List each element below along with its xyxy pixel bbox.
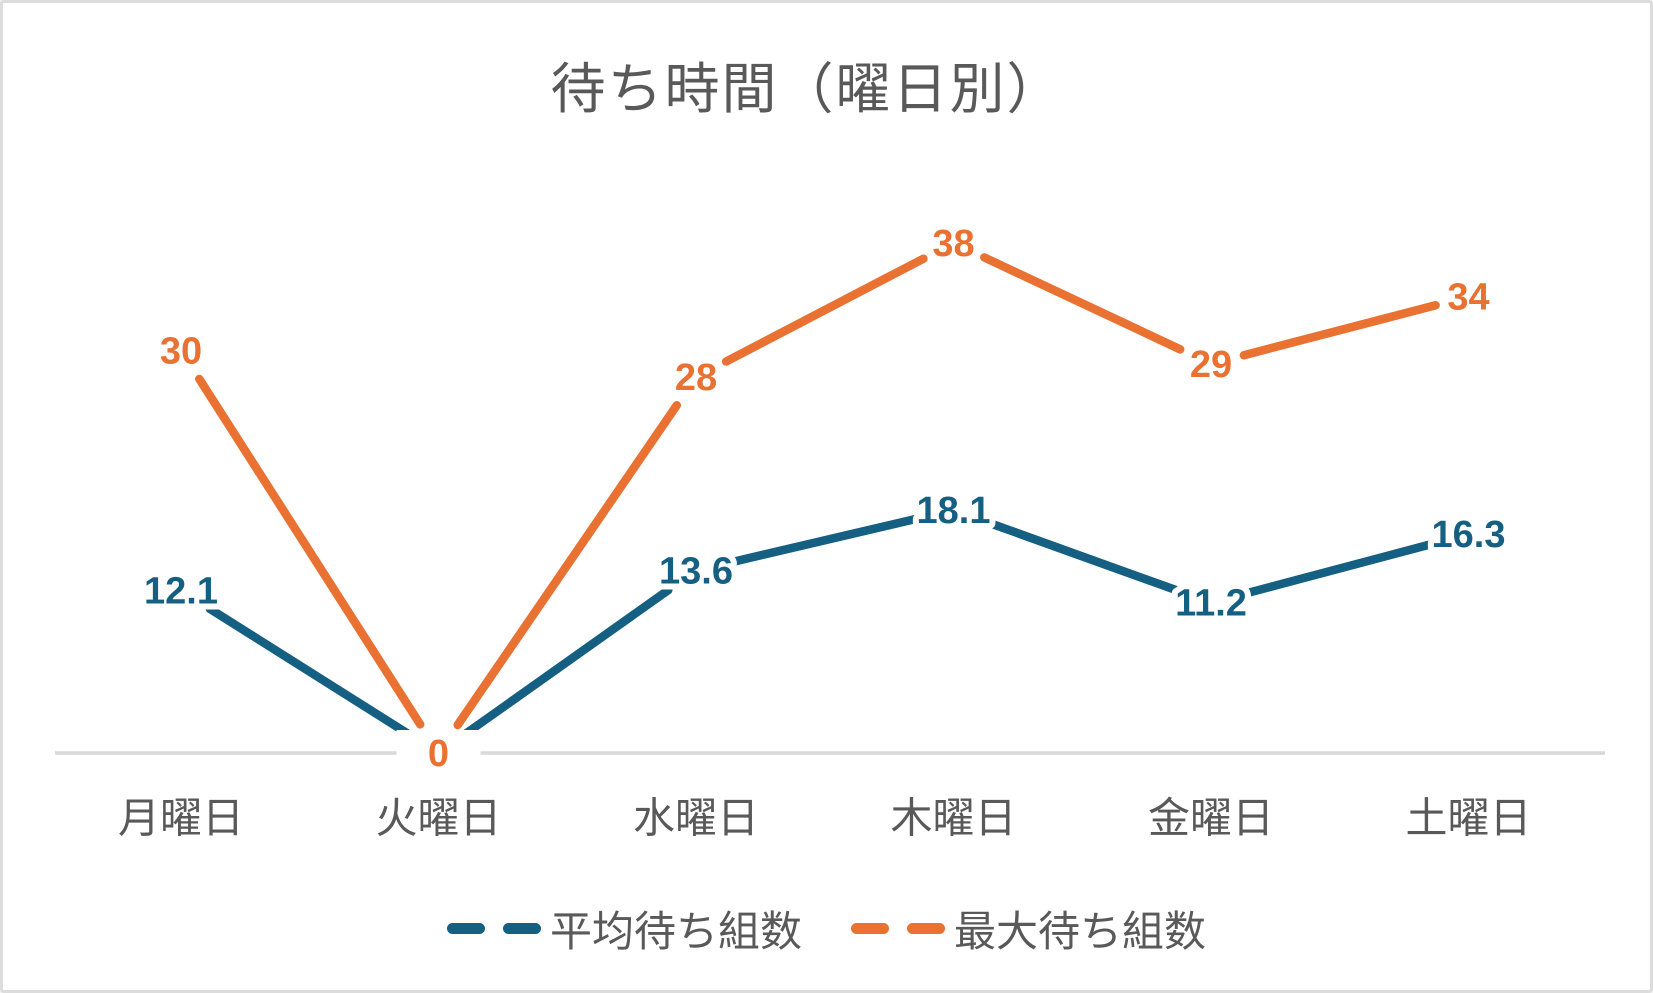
x-axis-label: 水曜日 [633,795,759,842]
series-line-segment-0 [461,585,673,738]
legend-dash-icon [502,922,541,934]
data-label-平均待ち組数: 16.3 [1432,514,1506,556]
x-axis-label: 火曜日 [375,795,501,842]
series-line-segment-1 [195,374,425,729]
chart-legend: 平均待ち組数 最大待ち組数 [3,899,1650,957]
chart-title: 待ち時間（曜日別） [550,58,1064,120]
series-line-segment-1 [721,254,928,366]
legend-dash-icon [907,922,945,934]
series-line-segment-0 [981,517,1184,596]
data-label-最大待ち組数: 28 [675,357,717,399]
legend-dash-icon [446,922,485,934]
x-axis-label: 金曜日 [1148,795,1274,842]
series-line-segment-0 [724,513,925,567]
legend-item-average-wait: 平均待ち組数 [446,898,802,959]
data-label-平均待ち組数: 13.6 [659,550,733,592]
data-label-最大待ち組数: 38 [932,223,974,265]
data-label-平均待ち組数: 18.1 [917,490,991,532]
data-label-最大待ち組数: 0 [428,733,449,775]
series-line-segment-1 [1239,301,1440,360]
series-line-segment-0 [1239,538,1440,599]
series-line-segment-1 [980,253,1185,354]
legend-dash-icon [851,922,889,934]
legend-item-max-wait: 最大待ち組数 [851,898,1206,959]
x-axis-label: 月曜日 [118,795,244,842]
data-label-最大待ち組数: 34 [1447,277,1489,319]
x-axis-label: 土曜日 [1405,795,1531,842]
legend-label: 平均待ち組数 [549,907,802,955]
data-label-最大待ち組数: 30 [160,330,202,372]
data-label-最大待ち組数: 29 [1190,344,1232,386]
series-line-segment-1 [453,401,682,730]
series-line-segment-0 [205,604,414,740]
x-axis-label: 木曜日 [890,795,1016,842]
legend-label: 最大待ち組数 [954,907,1207,955]
data-label-平均待ち組数: 11.2 [1175,583,1247,625]
zero-label-plate [396,730,481,776]
data-label-平均待ち組数: 12.1 [144,571,218,613]
